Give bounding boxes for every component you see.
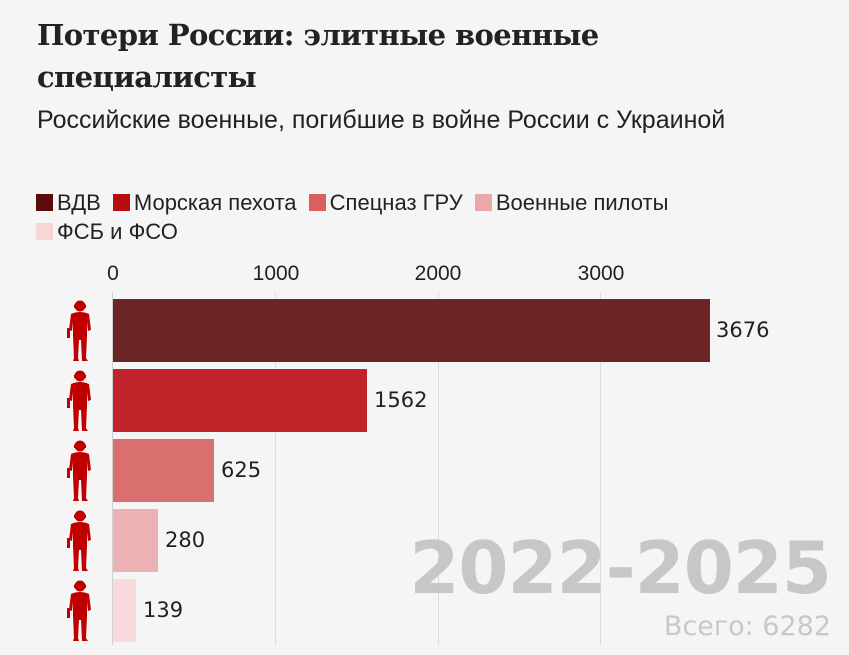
bar-value-pilots: 280 bbox=[165, 528, 206, 552]
paratrooper-icon bbox=[62, 300, 98, 362]
chart-subtitle: Российские военные, погибшие в войне Рос… bbox=[37, 106, 726, 134]
bar-fsb bbox=[113, 579, 136, 642]
bar-value-vdv: 3676 bbox=[716, 318, 770, 342]
chart-title: Потери России: элитные военные специалис… bbox=[37, 18, 599, 94]
x-tick-3000: 3000 bbox=[577, 262, 625, 285]
legend-item-vdv: ВДВ bbox=[36, 188, 101, 217]
bar-pilots bbox=[113, 509, 158, 572]
legend-label: Морская пехота bbox=[133, 190, 297, 215]
years-watermark: 2022-2025 bbox=[409, 526, 832, 610]
legend-swatch bbox=[36, 223, 53, 240]
marine-icon bbox=[62, 370, 98, 432]
legend-item-pilots: Военные пилоты bbox=[474, 188, 669, 217]
legend-label: Спецназ ГРУ bbox=[329, 190, 463, 215]
bar-value-marines: 1562 bbox=[374, 388, 428, 412]
legend-swatch bbox=[308, 194, 326, 211]
bar-marines bbox=[113, 369, 367, 432]
x-tick-2000: 2000 bbox=[414, 262, 462, 285]
legend-swatch bbox=[112, 194, 130, 211]
bar-value-fsb: 139 bbox=[143, 598, 184, 622]
legend-swatch bbox=[474, 194, 492, 211]
legend-label: ФСБ и ФСО bbox=[57, 219, 178, 244]
pilot-icon bbox=[62, 510, 98, 572]
legend-item-gru: Спецназ ГРУ bbox=[308, 188, 463, 217]
bar-vdv bbox=[113, 299, 710, 362]
gridline-3000 bbox=[600, 292, 601, 645]
legend-swatch bbox=[36, 194, 53, 211]
legend-item-marines: Морская пехота bbox=[112, 188, 297, 217]
gridline-1000 bbox=[275, 292, 276, 645]
x-tick-1000: 1000 bbox=[252, 262, 300, 285]
legend-label: ВДВ bbox=[57, 190, 101, 215]
fsb-officer-icon bbox=[62, 580, 98, 642]
bar-value-gru: 625 bbox=[221, 458, 262, 482]
x-tick-0: 0 bbox=[107, 262, 119, 285]
legend-label: Военные пилоты bbox=[495, 190, 669, 215]
total-label: Всего: 6282 bbox=[663, 611, 831, 642]
special-forces-icon bbox=[62, 440, 98, 502]
axis-baseline bbox=[112, 292, 113, 645]
legend-item-fsb: ФСБ и ФСО bbox=[36, 217, 178, 246]
bar-gru bbox=[113, 439, 214, 502]
gridline-2000 bbox=[438, 292, 439, 645]
legend: ВДВ Морская пехота Спецназ ГРУ Военные п… bbox=[36, 188, 816, 246]
